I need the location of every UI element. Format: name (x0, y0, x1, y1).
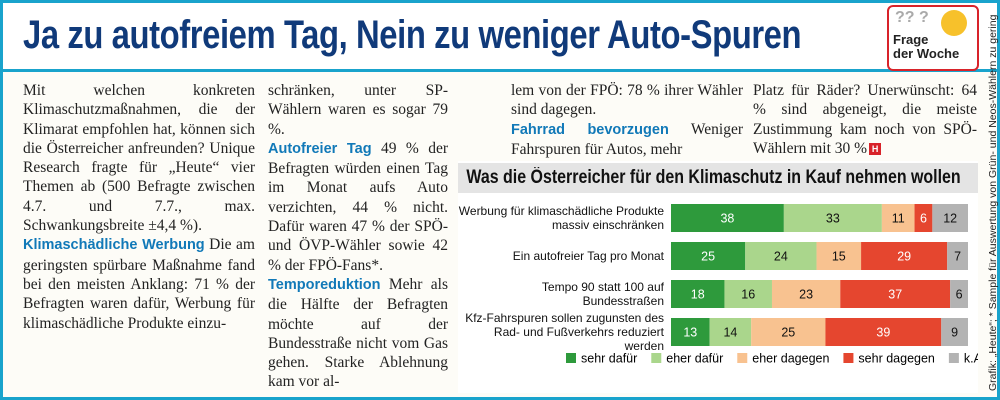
bar-segment (709, 318, 752, 346)
subheading: Autofreier Tag (268, 140, 372, 157)
body-text: lem von der FPÖ: 78 % ihrer Wähler sind … (511, 82, 743, 119)
legend-swatch (566, 353, 576, 363)
body-text: 49 % der Befragten würden einen Tag im M… (268, 139, 449, 274)
logo-icon: H (869, 143, 882, 156)
value-label: 39 (876, 325, 890, 339)
bar-segment (825, 318, 942, 346)
paragraph: Temporeduktion Mehr als die Hälfte der B… (268, 275, 448, 392)
chart-title: Was die Österreicher für den Klimaschutz… (466, 167, 961, 188)
value-label: 24 (774, 249, 788, 263)
body-text: schränken, unter SP-Wählern waren es sog… (268, 82, 448, 138)
title-bar: Ja zu autofreiem Tag, Nein zu weniger Au… (3, 3, 997, 72)
value-label: 14 (723, 325, 737, 339)
value-label: 38 (720, 211, 734, 225)
value-label: 37 (888, 287, 902, 301)
category-label: Werbung für klimaschädliche Produkte mas… (458, 204, 664, 232)
value-label: 25 (781, 325, 795, 339)
legend-label: sehr dagegen (858, 351, 935, 365)
chart: Was die Österreicher für den Klimaschutz… (458, 161, 978, 393)
paragraph: Autofreier Tag 49 % der Befragten würden… (268, 139, 448, 275)
body-text: Mit welchen konkreten Klimaschutzmaßnahm… (23, 82, 255, 235)
body-text: Die am geringsten spürbare Maßnahme fand… (23, 236, 255, 332)
bar-segment (816, 242, 862, 270)
source-note: Grafik: „Heute“; * Sample für Auswertung… (987, 14, 999, 391)
value-label: 25 (701, 249, 715, 263)
category-label: Kfz-Fahrspuren sollen zugunsten des Rad-… (465, 311, 664, 353)
bar-segment (840, 280, 951, 308)
badge-icon: ?? ? (895, 9, 929, 26)
text-column: lem von der FPÖ: 78 % ihrer Wähler sind … (511, 81, 743, 159)
paragraph: Mit welchen konkreten Klimaschutzmaßnahm… (23, 82, 255, 234)
bar-segment (947, 242, 968, 270)
bar-segment (724, 280, 772, 308)
badge-text: Frage der Woche (893, 33, 959, 61)
bar-segment (783, 204, 882, 232)
bar-segment (950, 280, 968, 308)
bar-segment (671, 204, 784, 232)
headline: Ja zu autofreiem Tag, Nein zu weniger Au… (23, 13, 802, 57)
body-text: Platz für Räder? Unerwünscht: 64 % sind … (753, 82, 977, 157)
text-column: Mit welchen konkreten Klimaschutzmaßnahm… (23, 81, 255, 333)
text-column: schränken, unter SP-Wählern waren es sog… (268, 81, 448, 392)
value-label: 12 (943, 211, 957, 225)
bar-segment (861, 242, 948, 270)
value-label: 6 (956, 287, 963, 301)
badge-face (941, 10, 967, 36)
subheading: Temporeduktion (268, 276, 381, 293)
chart-title-bar: Was die Österreicher für den Klimaschutz… (458, 163, 978, 193)
legend-swatch (843, 353, 854, 363)
text-column: Platz für Räder? Unerwünscht: 64 % sind … (753, 81, 977, 158)
paragraph: Klimaschädliche Werbung Die am geringste… (23, 235, 255, 332)
legend-label: eher dafür (666, 351, 723, 365)
value-label: 13 (683, 325, 697, 339)
value-label: 18 (691, 287, 705, 301)
value-label: 15 (832, 249, 846, 263)
bar-segment (932, 204, 968, 232)
legend-swatch (737, 353, 748, 363)
category-label: Ein autofreier Tag pro Monat (512, 249, 664, 263)
body-text: Weniger Fahrspuren für Autos, mehr (511, 120, 743, 158)
paragraph: lem von der FPÖ: 78 % ihrer Wähler sind … (511, 82, 743, 118)
badge-line: der Woche (893, 46, 960, 61)
bar-segment (941, 318, 968, 346)
badge-line: Frage (893, 32, 929, 47)
badge: ?? ? Frage der Woche (887, 5, 979, 71)
value-label: 23 (799, 287, 813, 301)
bar-segment (881, 204, 915, 232)
legend-swatch (651, 353, 662, 363)
paragraph: Platz für Räder? Unerwünscht: 64 % sind … (753, 82, 977, 157)
value-label: 9 (951, 325, 958, 339)
paragraph: Fahrrad bevorzugen Weniger Fahrspuren fü… (511, 120, 743, 160)
bar-segment (671, 280, 725, 308)
bar-segment (671, 318, 710, 346)
bar-segment (671, 242, 746, 270)
paragraph: schränken, unter SP-Wählern waren es sog… (268, 82, 448, 138)
bar-segment (751, 318, 826, 346)
body-text: Mehr als die Hälfte der Befragten möchte… (268, 275, 448, 391)
chart-plot: 38 33 11 6 12 25 24 15 29 7 18 16 23 37 6 13 14 25 39 9 sehr… (566, 204, 978, 365)
value-label: 33 (826, 211, 840, 225)
subheading: Fahrrad bevorzugen (511, 121, 669, 138)
value-label: 29 (897, 249, 911, 263)
category-label: Tempo 90 statt 100 auf Bundesstraßen (541, 280, 664, 308)
bar-segment (771, 280, 841, 308)
value-label: 11 (892, 211, 905, 225)
value-label: 16 (741, 287, 755, 301)
legend-label: sehr dafür (581, 351, 637, 365)
value-label: 6 (920, 211, 927, 225)
bar-segment (745, 242, 817, 270)
legend-swatch (948, 353, 959, 363)
value-label: 7 (954, 249, 961, 263)
bar-segment (914, 204, 933, 232)
subheading: Klimaschädliche Werbung (23, 237, 205, 254)
legend-label: k.A. (964, 351, 978, 365)
legend-label: eher dagegen (752, 351, 829, 365)
